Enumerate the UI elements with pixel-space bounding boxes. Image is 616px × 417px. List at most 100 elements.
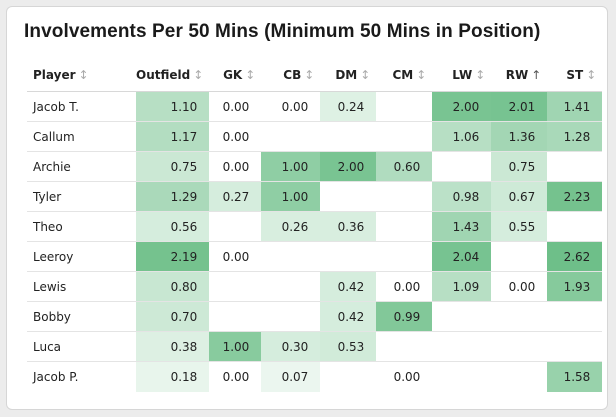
cell-cb: 0.26 bbox=[261, 211, 321, 242]
sort-icon[interactable]: ↕ bbox=[586, 68, 597, 82]
column-header-dm[interactable]: DM ↕ bbox=[320, 59, 377, 92]
column-header-label: DM bbox=[335, 68, 358, 82]
sort-icon[interactable]: ↕ bbox=[360, 68, 371, 82]
cell-outfield: 0.70 bbox=[136, 301, 210, 332]
cell-lw: 1.43 bbox=[432, 211, 492, 242]
column-header-rw[interactable]: RW ↑ bbox=[491, 59, 548, 92]
cell-cb bbox=[261, 301, 321, 332]
cell-rw bbox=[491, 301, 548, 332]
player-name: Leeroy bbox=[27, 241, 136, 272]
cell-st: 2.62 bbox=[547, 241, 603, 272]
cell-st: 1.93 bbox=[547, 271, 603, 302]
sort-icon[interactable]: ↕ bbox=[416, 68, 427, 82]
cell-outfield: 0.75 bbox=[136, 151, 210, 182]
sort-icon[interactable]: ↕ bbox=[78, 68, 89, 82]
cell-gk: 1.00 bbox=[209, 331, 262, 362]
cell-cm bbox=[376, 331, 433, 362]
column-header-cm[interactable]: CM ↕ bbox=[376, 59, 433, 92]
cell-st bbox=[547, 331, 603, 362]
table-body: Jacob T. 1.10 0.00 0.00 0.24 2.00 2.01 1.41 Call… bbox=[27, 91, 603, 392]
cell-cm: 0.00 bbox=[393, 369, 421, 384]
player-name: Callum bbox=[27, 121, 136, 152]
cell-dm bbox=[320, 362, 376, 392]
table-row: Callum 1.17 0.00 1.06 1.36 1.28 bbox=[27, 121, 603, 152]
column-header-label: Player bbox=[33, 68, 76, 82]
cell-lw: 2.04 bbox=[432, 241, 492, 272]
cell-outfield: 0.18 bbox=[136, 361, 210, 392]
column-header-label: CM bbox=[392, 68, 414, 82]
page-title: Involvements Per 50 Mins (Minimum 50 Min… bbox=[24, 21, 541, 42]
cell-gk bbox=[209, 301, 262, 332]
cell-cb bbox=[261, 271, 321, 302]
column-header-gk[interactable]: GK ↕ bbox=[209, 59, 262, 92]
column-header-cb[interactable]: CB ↕ bbox=[261, 59, 321, 92]
table-row: Leeroy 2.19 0.00 2.04 2.62 bbox=[27, 241, 603, 272]
cell-cm bbox=[376, 91, 433, 122]
cell-dm: 0.24 bbox=[320, 91, 377, 122]
cell-lw: 2.00 bbox=[432, 91, 492, 122]
table-row: Tyler 1.29 0.27 1.00 0.98 0.67 2.23 bbox=[27, 181, 603, 212]
column-header-lw[interactable]: LW ↕ bbox=[432, 59, 492, 92]
cell-gk: 0.00 bbox=[222, 369, 250, 384]
cell-st bbox=[547, 301, 603, 332]
cell-dm: 0.36 bbox=[320, 211, 377, 242]
cell-cb: 1.00 bbox=[261, 181, 321, 212]
table-row: Bobby 0.70 0.42 0.99 bbox=[27, 301, 603, 332]
cell-cm: 0.99 bbox=[376, 301, 433, 332]
cell-dm bbox=[320, 241, 377, 272]
cell-cb bbox=[261, 241, 321, 272]
table-row: Luca 0.38 1.00 0.30 0.53 bbox=[27, 331, 603, 362]
sort-ascending-icon[interactable]: ↑ bbox=[531, 68, 542, 82]
table-row: Jacob T. 1.10 0.00 0.00 0.24 2.00 2.01 1.41 bbox=[27, 91, 603, 122]
cell-gk: 0.00 bbox=[209, 91, 262, 122]
cell-lw: 1.09 bbox=[432, 271, 492, 302]
cell-dm: 0.53 bbox=[320, 331, 377, 362]
column-header-outfield[interactable]: Outfield ↕ bbox=[136, 59, 210, 92]
cell-cb bbox=[261, 121, 321, 152]
cell-lw bbox=[432, 331, 492, 362]
table-row: Theo 0.56 0.26 0.36 1.43 0.55 bbox=[27, 211, 603, 242]
cell-cm bbox=[376, 211, 433, 242]
cell-gk bbox=[209, 211, 262, 242]
cell-st bbox=[547, 151, 603, 182]
player-name: Tyler bbox=[27, 181, 136, 212]
sort-icon[interactable]: ↕ bbox=[304, 68, 315, 82]
cell-outfield: 0.56 bbox=[136, 211, 210, 242]
column-header-st[interactable]: ST ↕ bbox=[547, 59, 603, 92]
cell-outfield: 2.19 bbox=[136, 241, 210, 272]
cell-outfield: 1.29 bbox=[136, 181, 210, 212]
cell-rw: 0.75 bbox=[491, 151, 548, 182]
cell-gk: 0.00 bbox=[209, 151, 262, 182]
cell-outfield: 1.17 bbox=[136, 121, 210, 152]
column-header-label: GK bbox=[223, 68, 243, 82]
sort-icon[interactable]: ↕ bbox=[193, 68, 204, 82]
sort-icon[interactable]: ↕ bbox=[475, 68, 486, 82]
column-header-label: CB bbox=[283, 68, 302, 82]
header-row: Player ↕ Outfield ↕ GK ↕ CB ↕ DM ↕ CM ↕ LW ↕ RW ↑ ST ↕ bbox=[27, 59, 603, 92]
cell-st bbox=[547, 211, 603, 242]
cell-st: 1.58 bbox=[547, 361, 603, 392]
cell-gk: 0.00 bbox=[209, 241, 262, 272]
cell-rw: 0.55 bbox=[491, 211, 548, 242]
table-row: Jacob P. 0.18 0.00 0.07 0.00 1.58 bbox=[27, 361, 603, 392]
cell-cb: 1.00 bbox=[261, 151, 321, 182]
column-header-player[interactable]: Player ↕ bbox=[27, 59, 136, 92]
cell-dm: 0.42 bbox=[320, 271, 377, 302]
cell-gk: 0.00 bbox=[209, 121, 262, 152]
cell-outfield: 0.38 bbox=[136, 331, 210, 362]
column-header-label: RW bbox=[505, 68, 529, 82]
cell-gk: 0.27 bbox=[209, 181, 262, 212]
cell-dm: 0.42 bbox=[320, 301, 377, 332]
cell-rw bbox=[491, 331, 548, 362]
cell-cb: 0.00 bbox=[261, 91, 321, 122]
cell-rw: 2.01 bbox=[491, 91, 548, 122]
cell-outfield: 0.80 bbox=[136, 271, 210, 302]
sort-icon[interactable]: ↕ bbox=[245, 68, 256, 82]
cell-st: 1.41 bbox=[547, 91, 603, 122]
cell-rw: 1.36 bbox=[491, 121, 548, 152]
player-name: Lewis bbox=[27, 271, 136, 302]
cell-dm bbox=[320, 121, 377, 152]
player-name: Luca bbox=[27, 331, 136, 362]
cell-lw: 0.98 bbox=[432, 181, 492, 212]
cell-st: 1.28 bbox=[547, 121, 603, 152]
